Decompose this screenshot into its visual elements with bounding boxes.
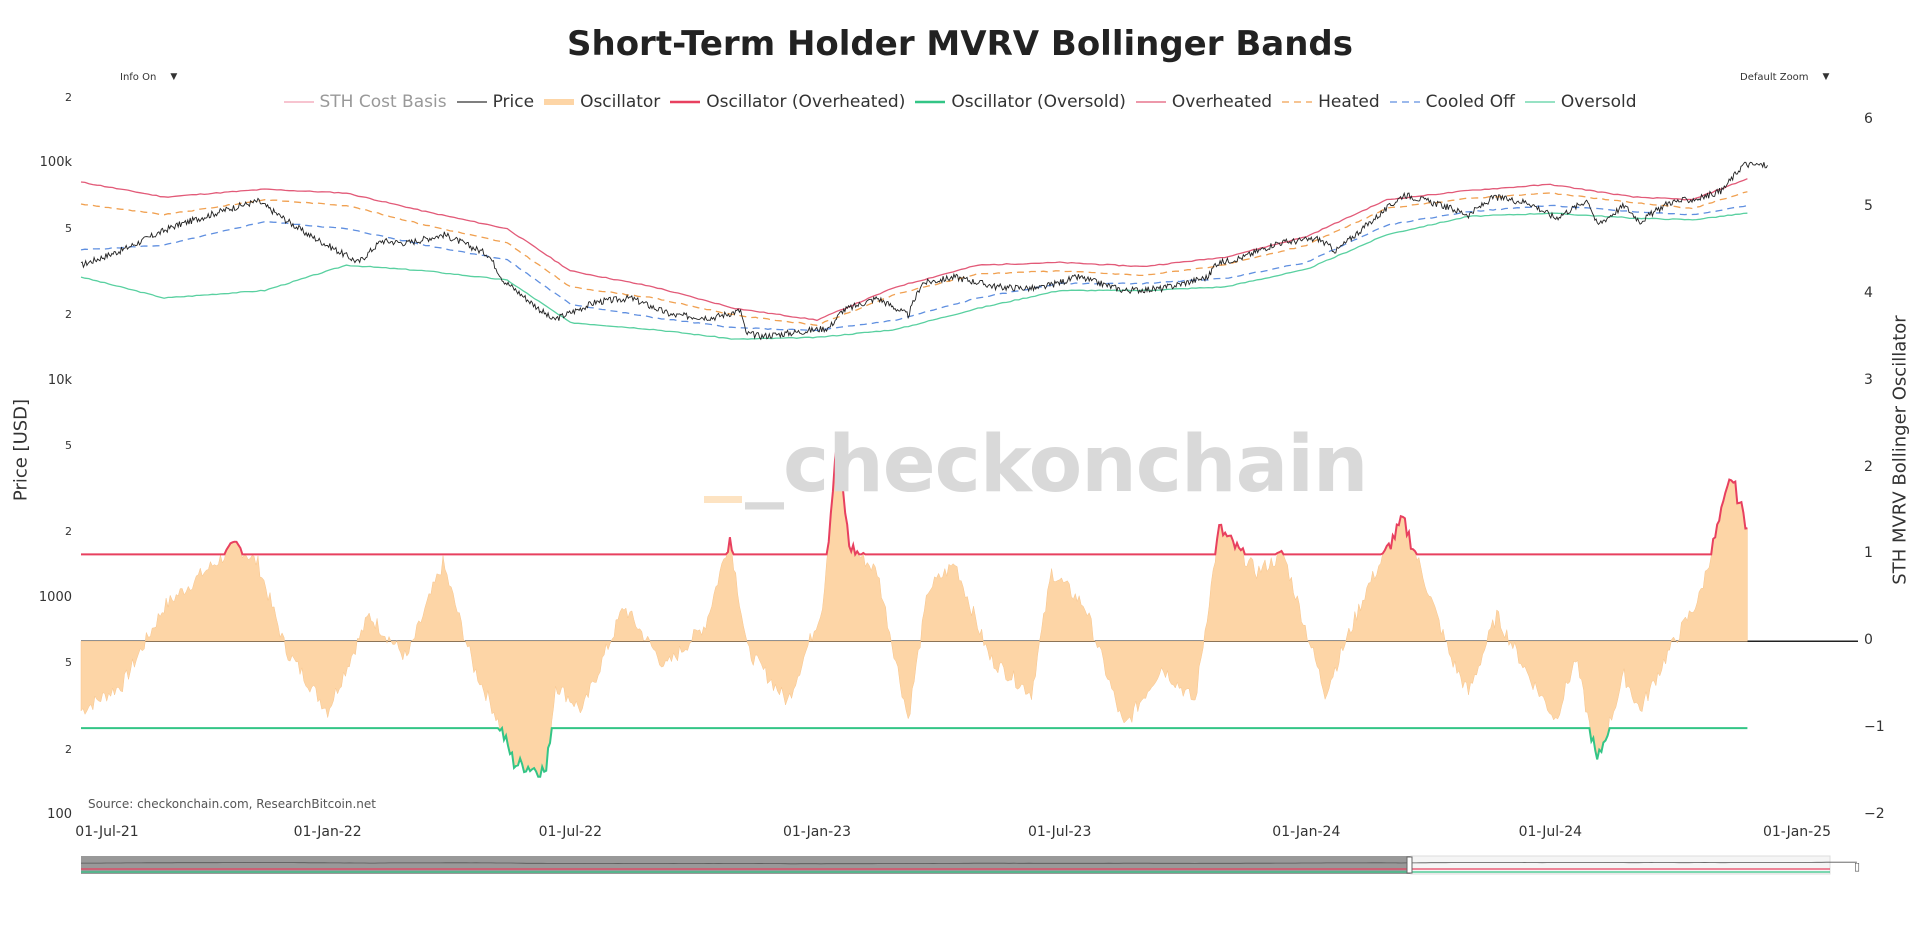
legend-label: Oscillator (Overheated) — [706, 92, 906, 112]
legend-swatch — [1389, 101, 1420, 103]
legend-label: Heated — [1318, 92, 1380, 112]
oversold-band — [80, 212, 1748, 340]
range-slider-selected — [81, 856, 1411, 874]
y-right-tick-label: 3 — [1864, 371, 1873, 388]
x-tick-label: 01-Jan-25 — [1762, 824, 1832, 840]
y-left-tick-label: 1000 — [38, 589, 72, 605]
y-left-minor-tick-label: 2 — [65, 91, 72, 104]
legend-label: Oscillator — [580, 92, 661, 112]
legend-label: Price — [492, 92, 535, 112]
legend-swatch — [670, 100, 701, 104]
legend-item-heated[interactable]: Heated — [1282, 92, 1380, 112]
chevron-down-icon: ▼ — [1822, 72, 1830, 82]
y-left-minor-tick-label: 2 — [65, 525, 72, 539]
y-left-tick-label: 10k — [47, 372, 72, 388]
legend-item-overheated[interactable]: Overheated — [1135, 92, 1273, 112]
overheated-band — [80, 178, 1748, 322]
chevron-down-icon: ▼ — [170, 72, 178, 82]
heated-band — [80, 191, 1748, 326]
x-tick-label: 01-Jul-23 — [1027, 824, 1092, 840]
legend-label: Overheated — [1171, 92, 1273, 112]
source-note: Source: checkonchain.com, ResearchBitcoi… — [88, 797, 376, 811]
y-right-tick-label: 0 — [1864, 632, 1873, 649]
y-right-tick-label: 5 — [1864, 197, 1873, 214]
y-right-tick-label: 1 — [1864, 545, 1873, 562]
legend-label: Oscillator (Oversold) — [951, 92, 1126, 112]
info-dropdown[interactable]: Info On ▼ — [112, 68, 194, 86]
info-dropdown-label: Info On — [120, 71, 157, 83]
legend-swatch — [283, 101, 314, 103]
range-slider-grip — [1406, 856, 1413, 874]
chart-title: Short-Term Holder MVRV Bollinger Bands — [567, 24, 1353, 64]
x-tick-label: 01-Jan-23 — [782, 824, 852, 840]
y-left-minor-tick-label: 2 — [65, 308, 72, 322]
legend-swatch — [1282, 101, 1313, 103]
y-left-minor-tick-label: 5 — [65, 221, 72, 235]
legend-label: STH Cost Basis — [319, 92, 447, 112]
oscillator-overheated-line — [81, 441, 1748, 557]
legend-item-cooled-off[interactable]: Cooled Off — [1389, 92, 1515, 112]
legend-item-oscillator-oversold[interactable]: Oscillator (Oversold) — [915, 92, 1126, 112]
legend-swatch — [544, 99, 575, 105]
y-left-minor-tick-label: 5 — [65, 656, 72, 670]
legend-swatch — [456, 101, 487, 103]
y-right-tick-label: 2 — [1864, 458, 1873, 475]
range-slider-handle-icon[interactable]: ▯ — [1854, 860, 1861, 873]
y-left-minor-tick-label: 5 — [65, 438, 72, 452]
legend-label: Cooled Off — [1425, 92, 1515, 112]
legend-item-oversold[interactable]: Oversold — [1524, 92, 1637, 112]
legend-item-oscillator[interactable]: Oscillator — [544, 92, 660, 112]
y-axis-right-title: STH MVRV Bollinger Oscillator — [1889, 315, 1911, 585]
legend-item-price[interactable]: Price — [456, 92, 535, 112]
y-left-minor-tick-label: 2 — [65, 742, 72, 756]
legend-item-sth-cost-basis[interactable]: STH Cost Basis — [283, 92, 447, 112]
y-right-tick-label: 6 — [1864, 111, 1873, 127]
y-right-tick-label: −1 — [1864, 719, 1885, 736]
zoom-dropdown-label: Default Zoom — [1740, 71, 1809, 83]
zoom-dropdown[interactable]: Default Zoom ▼ — [1732, 68, 1844, 86]
x-tick-label: 01-Jul-21 — [75, 824, 139, 840]
x-tick-label: 01-Jul-22 — [538, 824, 603, 840]
y-left-tick-label: 100 — [47, 807, 72, 822]
legend-item-oscillator-overheated[interactable]: Oscillator (Overheated) — [670, 92, 905, 112]
y-right-tick-label: 4 — [1864, 284, 1873, 301]
y-left-tick-label: 100k — [39, 155, 72, 171]
x-tick-label: 01-Jul-24 — [1518, 824, 1583, 840]
legend-swatch — [1135, 101, 1166, 103]
cooled-off-band — [80, 204, 1748, 331]
watermark-accent — [704, 496, 742, 503]
legend-swatch — [915, 100, 946, 104]
legend-swatch — [1524, 101, 1555, 103]
y-right-tick-label: −2 — [1864, 806, 1885, 822]
x-tick-label: 01-Jan-24 — [1272, 824, 1341, 840]
range-slider-unselected — [1410, 855, 1831, 875]
range-slider-price-preview — [81, 861, 1857, 865]
legend-label: Oversold — [1560, 92, 1637, 112]
watermark: _checkonchain — [745, 420, 1368, 510]
legend: STH Cost Basis Price Oscillator Oscillator … — [0, 92, 1920, 112]
oscillator-area — [80, 442, 1748, 778]
x-tick-label: 01-Jan-22 — [293, 824, 362, 840]
oscillator-oversold-line — [81, 725, 1748, 778]
range-slider[interactable] — [81, 855, 1857, 875]
price-line — [80, 161, 1768, 341]
